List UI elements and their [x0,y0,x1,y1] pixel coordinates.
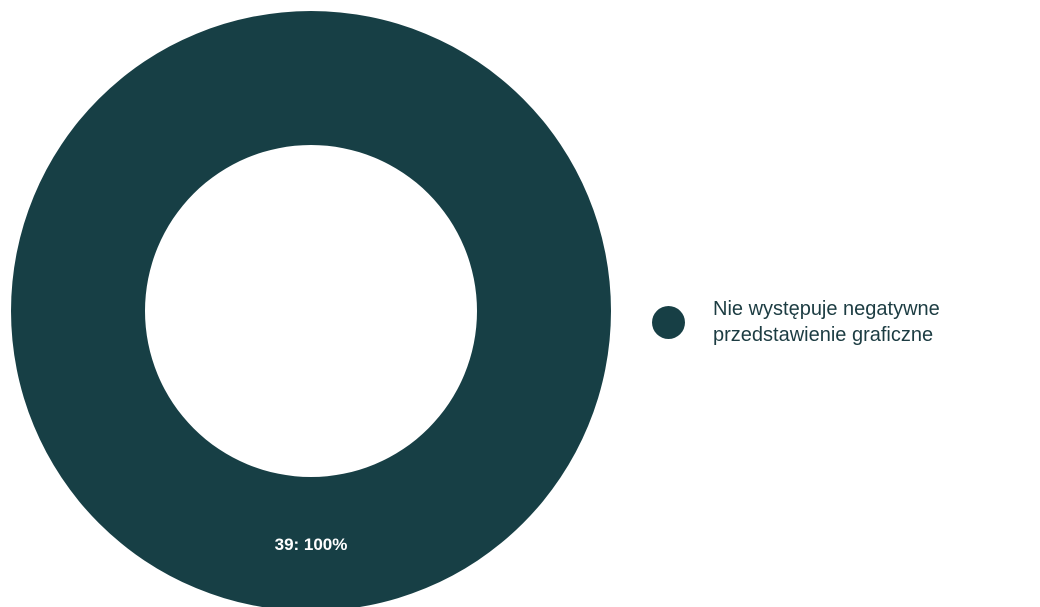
donut-slice [11,11,611,607]
legend-swatch [652,305,685,339]
chart-legend: Nie występuje negatywne przedstawienie g… [652,296,1040,348]
legend-label: Nie występuje negatywne przedstawienie g… [713,298,940,346]
slice-data-label: 39: 100% [275,535,348,554]
